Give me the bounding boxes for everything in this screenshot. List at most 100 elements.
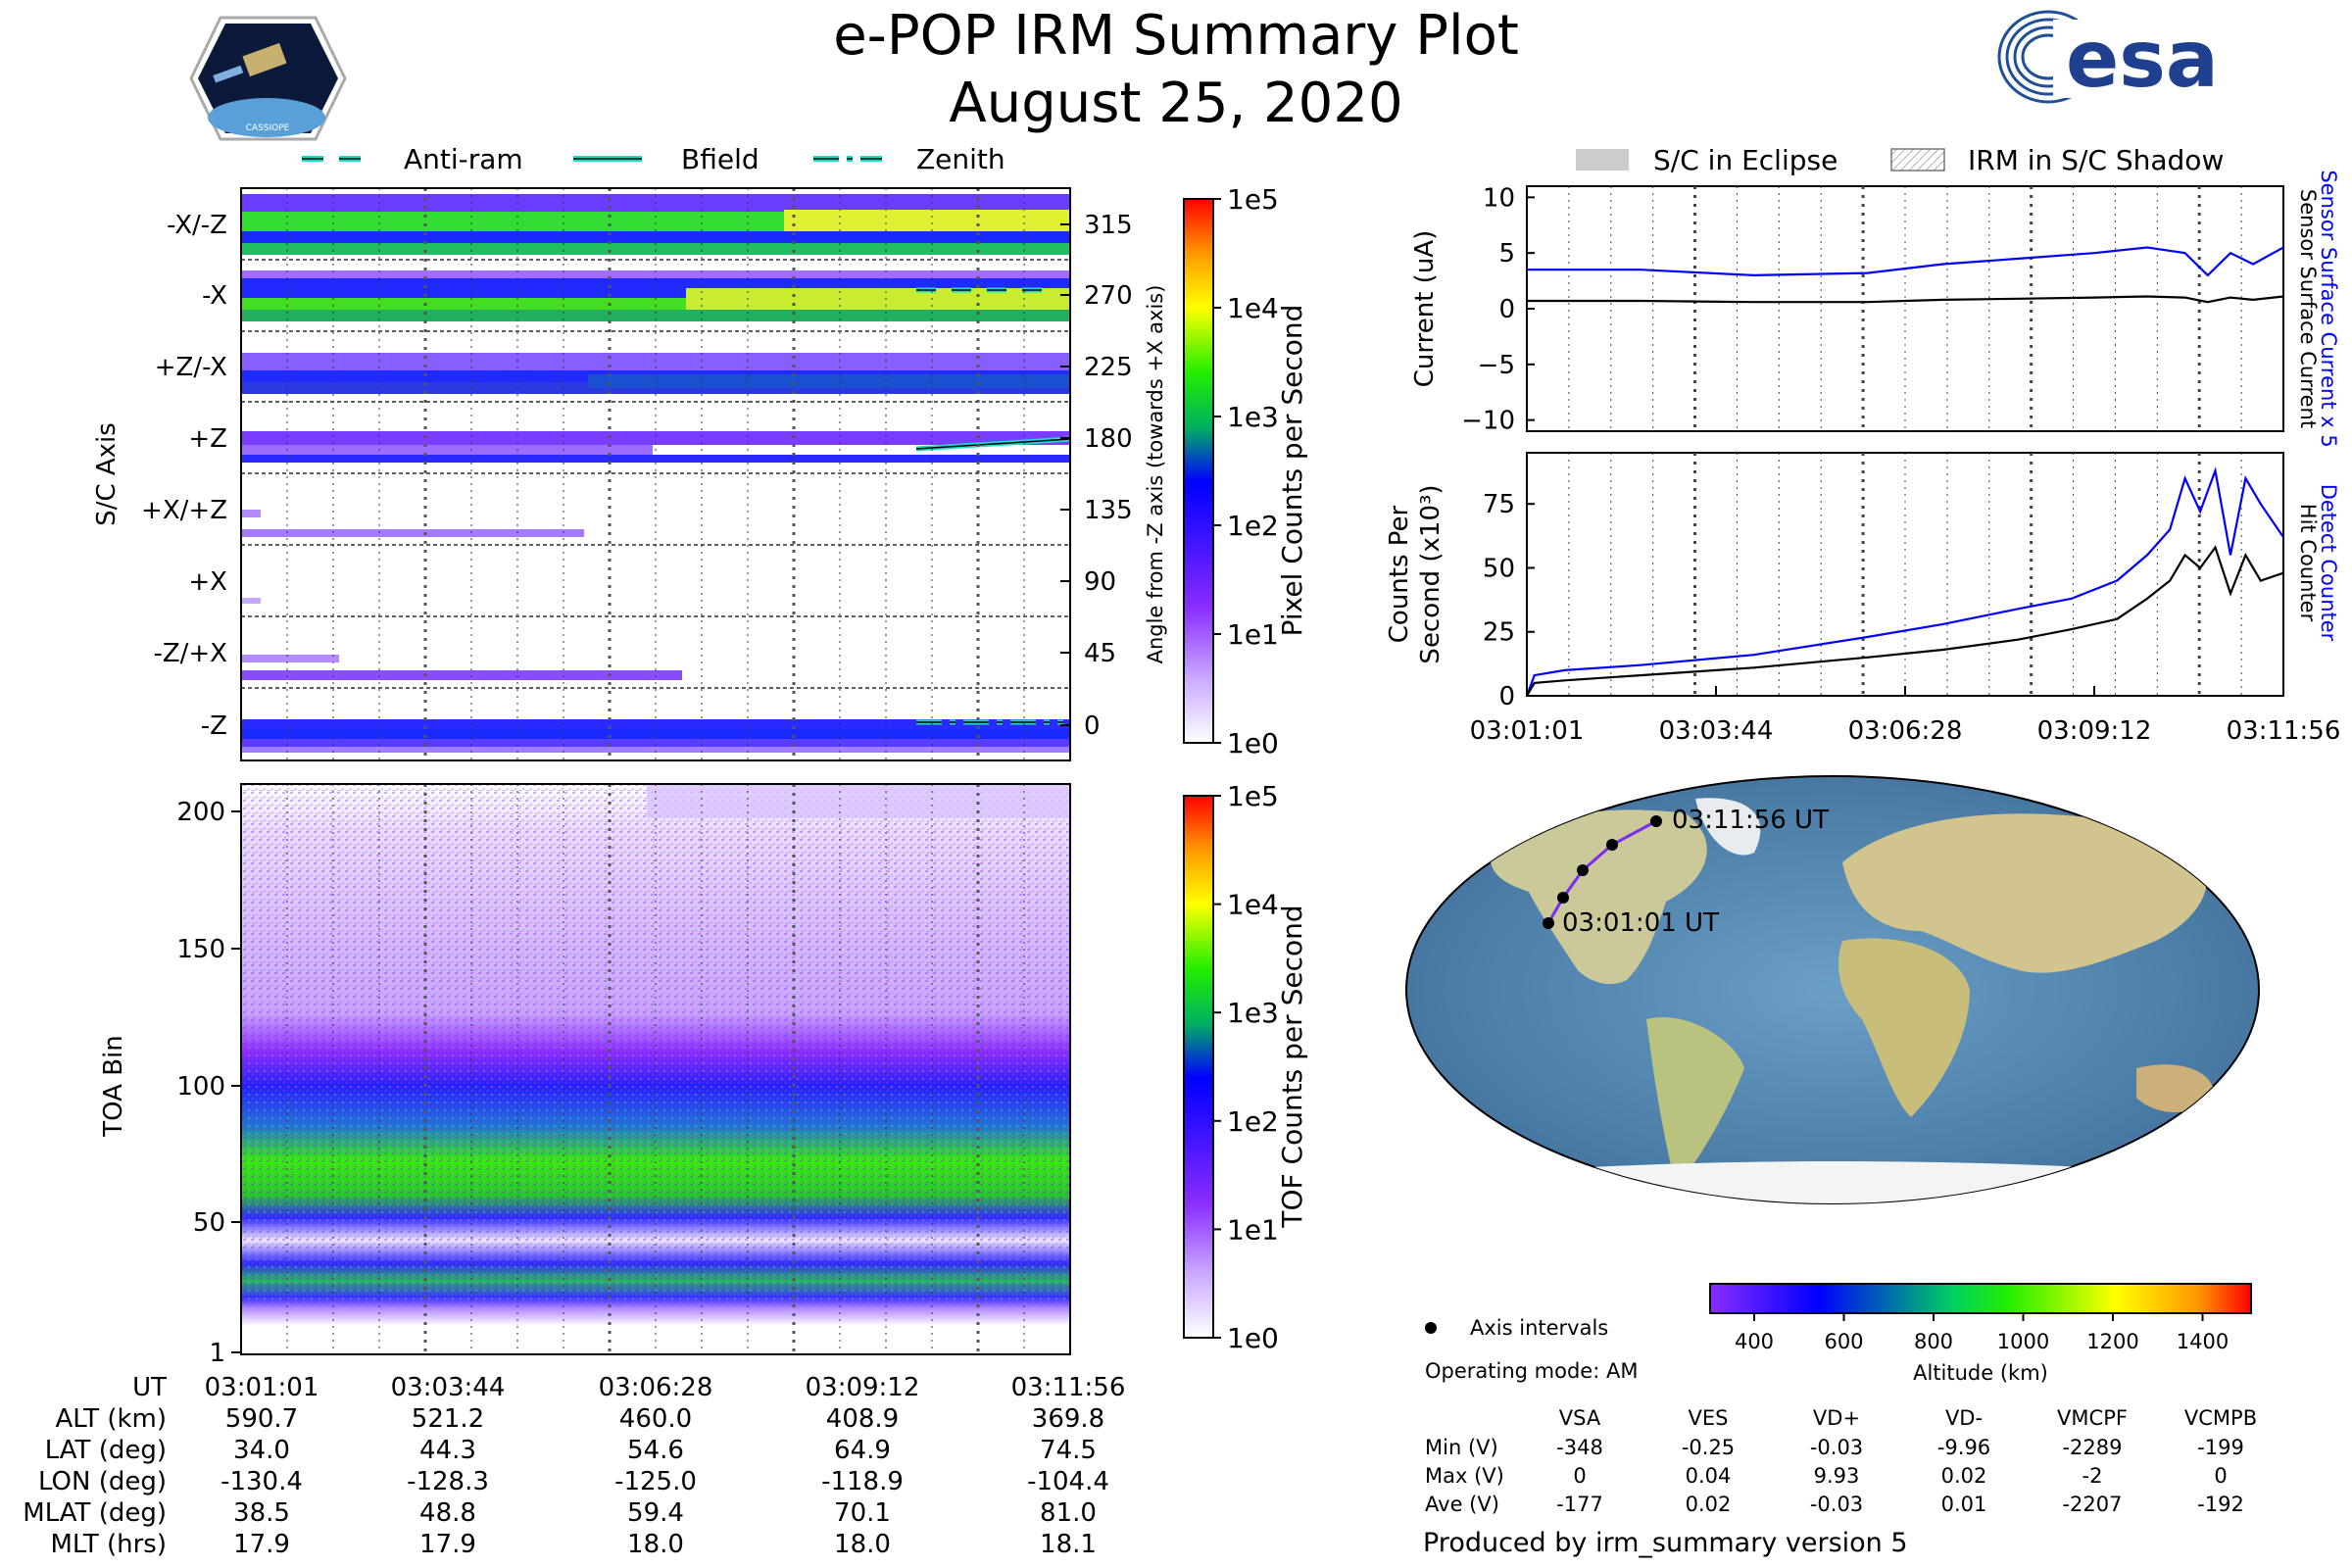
xtick-label: 03:09:12	[2037, 716, 2152, 746]
world-map: 03:11:56 UT 03:01:01 UT	[1405, 775, 2260, 1204]
ephemeris-row-label: MLAT (deg)	[23, 1498, 167, 1528]
xtick-label: 03:03:44	[1659, 716, 1774, 746]
tof-yticks: 200 150 100 50 1	[176, 798, 241, 1368]
ephemeris-cell: 03:09:12	[806, 1373, 920, 1402]
counts-ylabel-1: Counts Per	[1385, 505, 1414, 643]
pixel-cb-label: 1e2	[1227, 510, 1279, 542]
ytick-label: 0	[1498, 682, 1515, 711]
track-end-label: 03:11:56 UT	[1672, 806, 1829, 835]
altitude-colorbar: 400 600 800 1000 1200 1400 Altitude (km)	[1709, 1283, 2252, 1385]
counts-right-label-1: Detect Counter	[2317, 484, 2340, 642]
xtick-label: 03:06:28	[1848, 716, 1963, 746]
pixel-axis-label: +Z	[188, 424, 227, 454]
track-start-label: 03:01:01 UT	[1562, 908, 1719, 938]
ephemeris-row-label: LAT (deg)	[45, 1436, 167, 1465]
ephemeris-cell: -130.4	[220, 1467, 303, 1496]
track-interval-dot	[1650, 815, 1662, 827]
tof-cb-label: 1e3	[1227, 997, 1279, 1029]
legend-eclipse-label: S/C in Eclipse	[1653, 144, 1838, 176]
altitude-tick-label: 1000	[1997, 1330, 2049, 1353]
ephemeris-table: UT 03:01:01 03:03:44 03:06:28 03:09:12 03:11:…	[23, 1373, 1125, 1559]
ytick-label: 50	[1483, 554, 1515, 583]
ephemeris-cell: 70.1	[834, 1498, 891, 1528]
legend-bfield: Bfield	[681, 143, 760, 175]
eclipse-swatch	[1576, 149, 1629, 171]
pixel-angle-label: 45	[1084, 639, 1116, 668]
pixel-ylabel: S/C Axis	[92, 422, 122, 526]
voltage-header: VCMPB	[2184, 1406, 2257, 1430]
australia	[2136, 1064, 2215, 1112]
pixel-axis-label: +Z/-X	[155, 353, 227, 382]
voltage-cell: -0.03	[1810, 1493, 1863, 1516]
ytick-label: 5	[1498, 239, 1515, 269]
track-interval-dot	[1606, 839, 1618, 851]
altitude-tick-label: 1200	[2086, 1330, 2138, 1353]
ephemeris-cell: 44.3	[419, 1436, 476, 1465]
ephemeris-cell: 17.9	[233, 1530, 290, 1559]
legend-eclipse: S/C in Eclipse IRM in S/C Shadow	[1576, 144, 2224, 176]
tof-ytick-label: 200	[176, 798, 225, 827]
ephemeris-cell: 590.7	[225, 1404, 298, 1434]
series-line-detect-counter	[1525, 466, 2284, 697]
ephemeris-cell: 34.0	[233, 1436, 290, 1465]
pixel-axis-label: +X	[188, 567, 227, 597]
ephemeris-cell: 369.8	[1032, 1404, 1104, 1434]
pixel-axis-label: -X	[202, 281, 227, 311]
tof-colorbar-label: TOF Counts per Second	[1276, 905, 1308, 1228]
series-line-sensor-surface-current	[1527, 295, 2284, 304]
ephemeris-cell: 81.0	[1040, 1498, 1097, 1528]
ephemeris-cell: 48.8	[419, 1498, 476, 1528]
pixel-right-label: Angle from -Z axis (towards +X axis)	[1144, 285, 1167, 664]
ytick-label: 25	[1483, 618, 1515, 648]
voltage-row-label: Max (V)	[1425, 1464, 1504, 1488]
counts-right-label-2: Hit Counter	[2296, 504, 2320, 622]
ephemeris-cell: 03:11:56	[1011, 1373, 1126, 1402]
ephemeris-cell: 18.1	[1040, 1530, 1097, 1559]
footer-text: Produced by irm_summary version 5	[1423, 1528, 1908, 1558]
voltage-cell: 0.02	[1941, 1464, 1987, 1488]
voltage-cell: -9.96	[1937, 1436, 1990, 1459]
xtick-label: 03:11:56	[2227, 716, 2341, 746]
current-chart: 10 5 0 −5 −10 Current (uA) Sensor Surface Cu…	[1410, 170, 2340, 447]
ytick-label: −5	[1478, 351, 1515, 380]
tof-colorbar: 1e5 1e4 1e3 1e2 1e1 1e0 TOF Counts per Second	[1183, 780, 1308, 1354]
tof-ytick-label: 150	[176, 935, 225, 964]
ephemeris-cell: 521.2	[412, 1404, 484, 1434]
europe-asia	[1842, 813, 2208, 973]
counts-ylabel-2: Second (x10³)	[1416, 484, 1446, 663]
xtick-label: 03:01:01	[1470, 716, 1585, 746]
voltage-cell: 0.01	[1941, 1493, 1987, 1516]
voltage-cell: -0.03	[1810, 1436, 1863, 1459]
legend-shadow-label: IRM in S/C Shadow	[1968, 144, 2224, 176]
pixel-panel: -X/-Z -X +Z/-X +Z +X/+Z +X -Z/+X -Z 315 270 225 180…	[92, 187, 1167, 761]
legend-antiram: Anti-ram	[404, 143, 523, 175]
series-line-sensor-surface-current-x-5	[1527, 246, 2284, 277]
ephemeris-cell: -118.9	[821, 1467, 904, 1496]
voltage-header: VSA	[1559, 1406, 1601, 1430]
legend-orientation: Anti-ram Bfield Zenith	[302, 143, 1005, 175]
ephemeris-cell: 408.9	[826, 1404, 899, 1434]
pixel-colorbar-label: Pixel Counts per Second	[1276, 305, 1308, 637]
voltage-cell: -0.25	[1682, 1436, 1735, 1459]
ephemeris-cell: 38.5	[233, 1498, 290, 1528]
shadow-swatch	[1890, 148, 1945, 172]
ytick-label: 0	[1498, 295, 1515, 324]
pixel-axis-label: +X/+Z	[141, 496, 227, 525]
voltage-cell: -199	[2197, 1436, 2244, 1459]
voltage-row-label: Min (V)	[1425, 1436, 1498, 1459]
pixel-angle-label: 315	[1084, 211, 1133, 240]
voltage-cell: -192	[2197, 1493, 2244, 1516]
voltage-cell: -2	[2082, 1464, 2103, 1488]
greenland	[1695, 798, 1761, 856]
ephemeris-row-label: MLT (hrs)	[51, 1530, 168, 1559]
track-interval-dot	[1543, 917, 1554, 929]
tof-ytick-label: 1	[209, 1339, 225, 1368]
pixel-cb-label: 1e4	[1227, 292, 1279, 324]
pixel-cb-label: 1e3	[1227, 401, 1279, 433]
ytick-label: −10	[1461, 407, 1515, 436]
voltage-cell: -348	[1556, 1436, 1603, 1459]
ephemeris-cell: 18.0	[627, 1530, 684, 1559]
esa-logo-text: esa	[2066, 14, 2219, 105]
altitude-label: Altitude (km)	[1913, 1361, 2048, 1385]
ephemeris-cell: 17.9	[419, 1530, 476, 1559]
